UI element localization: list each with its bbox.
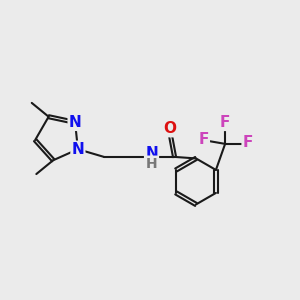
Text: H: H: [146, 157, 157, 171]
Text: F: F: [243, 135, 253, 150]
Text: O: O: [164, 121, 176, 136]
Text: F: F: [199, 132, 209, 147]
Text: N: N: [145, 146, 158, 161]
Text: F: F: [220, 115, 230, 130]
Text: N: N: [69, 115, 82, 130]
Text: N: N: [71, 142, 84, 157]
